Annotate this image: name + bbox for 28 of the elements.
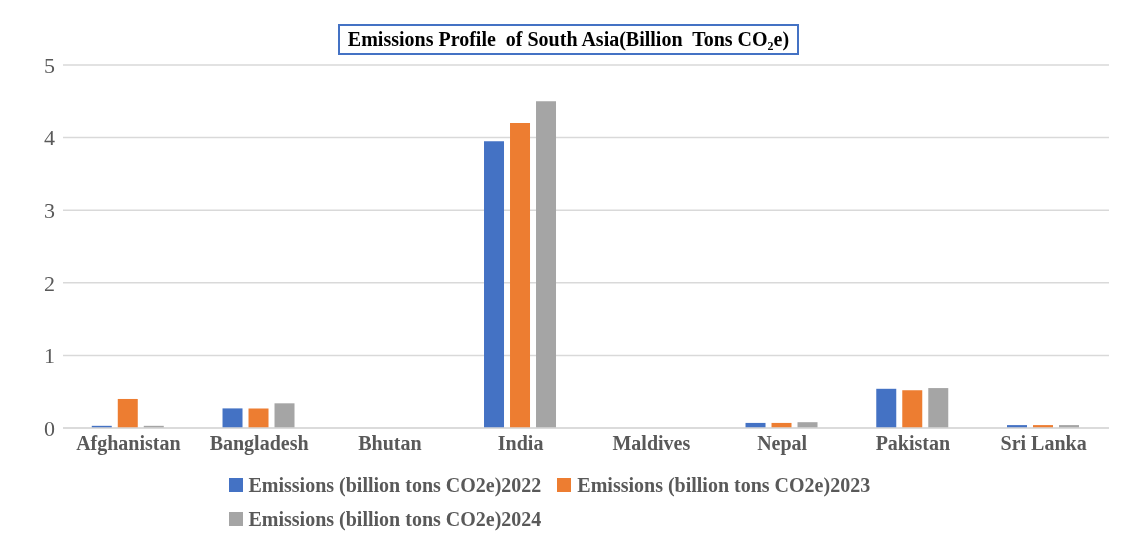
bar xyxy=(928,388,949,428)
x-tick-label: Maldives xyxy=(612,432,691,455)
y-tick-label: 2 xyxy=(44,270,55,296)
y-tick-label: 4 xyxy=(44,125,55,151)
legend-label: Emissions (billion tons CO2e)2022 xyxy=(248,473,542,499)
bar xyxy=(274,403,295,428)
y-tick-label: 3 xyxy=(44,198,55,224)
bar xyxy=(510,123,531,428)
bar xyxy=(117,398,138,428)
y-tick-label: 0 xyxy=(44,415,55,441)
bar xyxy=(248,408,269,428)
bar xyxy=(902,390,923,428)
x-tick-label: Bangladesh xyxy=(209,432,309,456)
bar xyxy=(536,101,557,428)
x-tick-label: Bhutan xyxy=(358,432,422,455)
bar xyxy=(484,141,505,428)
legend-label: Emissions (billion tons CO2e)2024 xyxy=(248,507,542,533)
x-tick-label: Afghanistan xyxy=(76,432,181,456)
x-tick-label: Sri Lanka xyxy=(1000,432,1087,455)
x-tick-label: India xyxy=(497,432,544,455)
bar xyxy=(222,408,243,428)
chart-title: Emissions Profile of South Asia(Billion Tons CO₂e) xyxy=(337,24,800,55)
y-tick-label: 1 xyxy=(44,343,55,369)
x-tick-label: Nepal xyxy=(757,432,808,456)
y-tick-label: 5 xyxy=(44,52,55,78)
x-tick-label: Pakistan xyxy=(875,432,951,455)
bar xyxy=(876,388,897,428)
legend-label: Emissions (billion tons CO2e)2023 xyxy=(577,473,871,499)
